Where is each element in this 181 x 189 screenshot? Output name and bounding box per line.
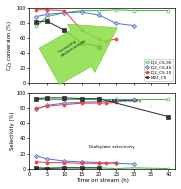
Text: Dialkylate selectivity: Dialkylate selectivity	[89, 145, 134, 149]
Text: LAB selectivity: LAB selectivity	[110, 99, 142, 103]
Y-axis label: C$_{12}^{=}$ conversion (%): C$_{12}^{=}$ conversion (%)	[6, 20, 15, 71]
Text: Increasing
dealumination: Increasing dealumination	[57, 34, 87, 57]
Legend: IQ2_CS-90, IQ2_CS-45, IQ2_CS-10, M22_CS: IQ2_CS-90, IQ2_CS-45, IQ2_CS-10, M22_CS	[144, 59, 173, 81]
X-axis label: Time on stream (h): Time on stream (h)	[76, 178, 129, 184]
Y-axis label: Selectivity (%): Selectivity (%)	[10, 112, 15, 150]
